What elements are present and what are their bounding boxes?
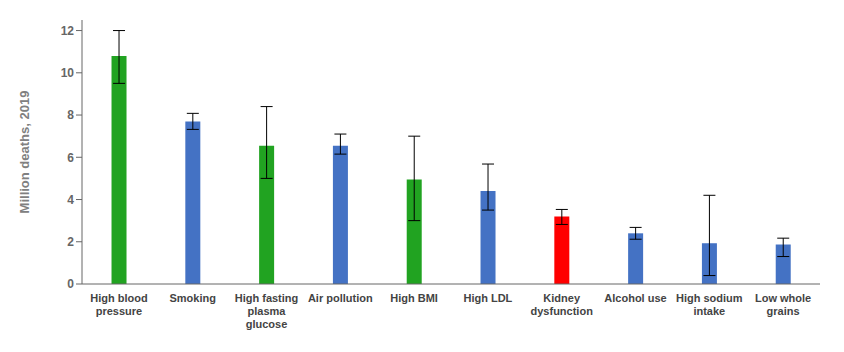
- svg-text:8: 8: [67, 108, 74, 122]
- svg-text:Smoking: Smoking: [169, 292, 215, 304]
- svg-text:Air pollution: Air pollution: [308, 292, 373, 304]
- svg-text:6: 6: [67, 151, 74, 165]
- svg-text:2: 2: [67, 235, 74, 249]
- svg-text:0: 0: [67, 277, 74, 291]
- svg-text:Million deaths, 2019: Million deaths, 2019: [17, 91, 32, 214]
- svg-text:12: 12: [61, 24, 75, 38]
- svg-text:Low wholegrains: Low wholegrains: [755, 292, 811, 317]
- svg-text:Kidneydysfunction: Kidneydysfunction: [531, 292, 594, 317]
- svg-text:4: 4: [67, 193, 74, 207]
- svg-text:High bloodpressure: High bloodpressure: [90, 292, 147, 317]
- svg-text:High fastingplasmaglucose: High fastingplasmaglucose: [235, 292, 299, 330]
- svg-text:10: 10: [61, 66, 75, 80]
- svg-text:Alcohol use: Alcohol use: [604, 292, 666, 304]
- svg-text:High LDL: High LDL: [463, 292, 512, 304]
- svg-text:High sodiumintake: High sodiumintake: [676, 292, 743, 317]
- svg-text:High BMI: High BMI: [390, 292, 438, 304]
